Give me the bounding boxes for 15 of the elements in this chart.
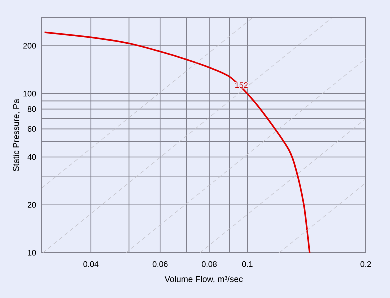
y-tick-label: 200 <box>24 43 36 49</box>
x-tick-label: 0.2 <box>360 262 372 268</box>
y-tick-label: 20 <box>28 202 36 208</box>
y-tick-label: 10 <box>28 250 36 256</box>
x-tick-label: 0.06 <box>152 262 168 268</box>
y-tick-label: 80 <box>28 106 36 112</box>
y-tick-label: 40 <box>28 154 36 160</box>
annotation: 152 <box>236 82 248 88</box>
x-tick-label: 0.1 <box>242 262 253 268</box>
y-tick-label: 60 <box>28 126 36 132</box>
x-tick-label: 0.08 <box>202 262 217 268</box>
x-tick-label: 0.04 <box>84 262 99 268</box>
x-axis-title: Volume Flow, m³/sec <box>164 276 243 284</box>
y-tick-label: 100 <box>24 91 36 97</box>
y-axis-title: Static Pressure, Pa <box>13 99 20 172</box>
